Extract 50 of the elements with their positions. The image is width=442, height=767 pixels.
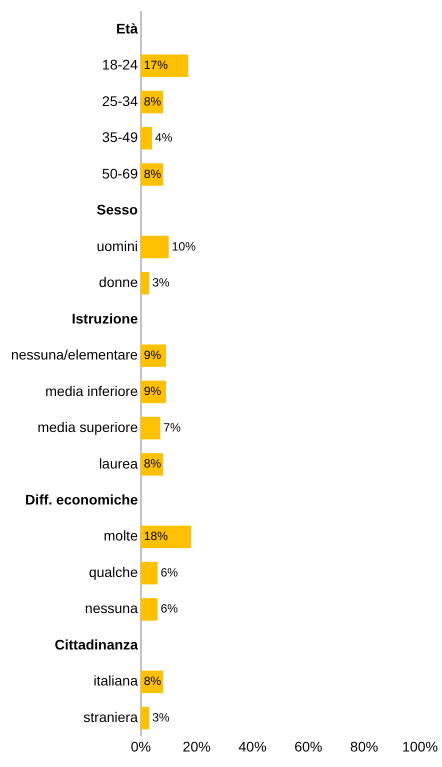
data-label: 18% (144, 529, 168, 544)
y-tick-label: Istruzione (72, 310, 138, 326)
y-tick-label: 25-34 (102, 92, 138, 109)
y-tick-label: 18-24 (102, 56, 138, 73)
y-tick-label: 50-69 (102, 165, 138, 182)
y-tick-label: donne (98, 274, 138, 290)
data-label: 4% (155, 130, 173, 145)
y-tick-label: molte (104, 528, 138, 544)
data-label: 6% (160, 602, 178, 616)
data-label: 8% (144, 674, 162, 688)
data-label: 8% (144, 456, 162, 471)
data-label: 8% (144, 166, 162, 181)
data-label: 9% (144, 348, 162, 362)
x-tick-label: 60% (294, 738, 322, 754)
bar (140, 236, 169, 258)
data-label: 8% (144, 94, 162, 108)
y-tick-label: media inferiore (45, 382, 138, 399)
y-tick-label: Età (116, 20, 138, 36)
y-tick-label: media superiore (37, 419, 138, 436)
data-label: 17% (144, 58, 168, 72)
y-tick-label: nessuna (84, 600, 138, 616)
bar (140, 598, 158, 621)
x-tick-label: 0% (130, 738, 151, 754)
y-tick-label: Cittadinanza (54, 636, 138, 652)
x-tick-label: 80% (350, 738, 378, 754)
y-tick-label: straniera (83, 708, 138, 725)
y-tick-label: laurea (98, 455, 138, 472)
data-label: 7% (163, 420, 182, 434)
bar (140, 562, 158, 584)
x-tick-label: 100% (402, 738, 438, 754)
y-tick-label: qualche (88, 564, 138, 580)
y-tick-label: Sesso (96, 202, 138, 218)
y-tick-label: uomini (96, 238, 138, 254)
data-label: 6% (160, 565, 178, 580)
y-tick-label: italiana (93, 672, 138, 689)
bar (140, 416, 160, 440)
data-label: 9% (144, 384, 162, 398)
data-label: 10% (172, 239, 196, 254)
x-tick-label: 40% (238, 738, 267, 754)
data-label: 3% (152, 276, 170, 290)
bar (140, 526, 192, 548)
y-tick-label: Diff. economiche (25, 492, 138, 508)
bar (140, 127, 152, 150)
bar (140, 706, 150, 730)
y-tick-label: 35-49 (102, 129, 138, 146)
y-tick-label: nessuna/elementare (10, 346, 138, 363)
x-tick-label: 20% (182, 738, 211, 754)
data-label: 3% (152, 710, 170, 724)
bar (140, 54, 188, 77)
bar (140, 272, 150, 294)
